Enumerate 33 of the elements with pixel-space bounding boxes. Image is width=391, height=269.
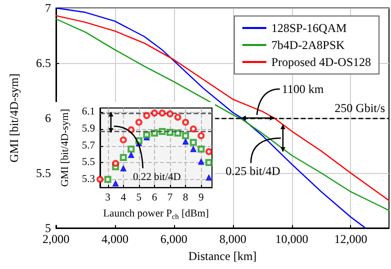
x-tick-label: 5 (136, 192, 142, 204)
x-tick-label: 10,000 (275, 232, 308, 246)
x-tick-label: 4 (120, 192, 127, 204)
y-tick-label: 5.9 (82, 123, 96, 134)
x-tick-label: 7 (167, 192, 173, 204)
y-tick-label: 5 (45, 221, 51, 235)
legend-label: Proposed 4D-OS128 (271, 55, 372, 69)
legend-label: 128SP-16QAM (271, 21, 348, 35)
annotation: 0.22 bit/4D (132, 172, 182, 183)
x-tick-label: 4,000 (101, 232, 128, 246)
annotation: 0.25 bit/4D (226, 164, 281, 178)
x-tick-label: 3 (105, 192, 110, 204)
y-axis-title: GMI [bit/4D-sym] (7, 74, 21, 162)
y-axis-title: GMI [bit/4D-sym] (60, 108, 71, 187)
ref-line-label: 250 Gbit/s (334, 101, 386, 115)
x-tick-label: 9 (198, 192, 204, 204)
y-tick-label: 5.7 (82, 140, 96, 152)
y-tick-label: 6.5 (36, 56, 51, 70)
y-tick-label: 7 (45, 1, 51, 15)
x-tick-label: 6 (152, 192, 158, 204)
x-tick-label: 2,000 (42, 232, 70, 246)
y-tick-label: 5.5 (82, 157, 96, 168)
legend-label: 7b4D-2A8PSK (271, 38, 346, 52)
x-tick-label: 8,000 (219, 232, 246, 246)
y-tick-label: 6 (45, 111, 51, 125)
y-tick-label: 6.1 (82, 106, 96, 118)
x-tick-label: 8 (182, 192, 188, 204)
x-axis-title: Distance [km] (188, 249, 257, 263)
y-tick-label: 5.3 (82, 174, 96, 185)
annotation: 1100 km (282, 82, 324, 96)
x-tick-label: 12,000 (334, 232, 368, 246)
y-tick-label: 5.5 (36, 166, 51, 180)
x-tick-label: 6,000 (160, 232, 188, 246)
